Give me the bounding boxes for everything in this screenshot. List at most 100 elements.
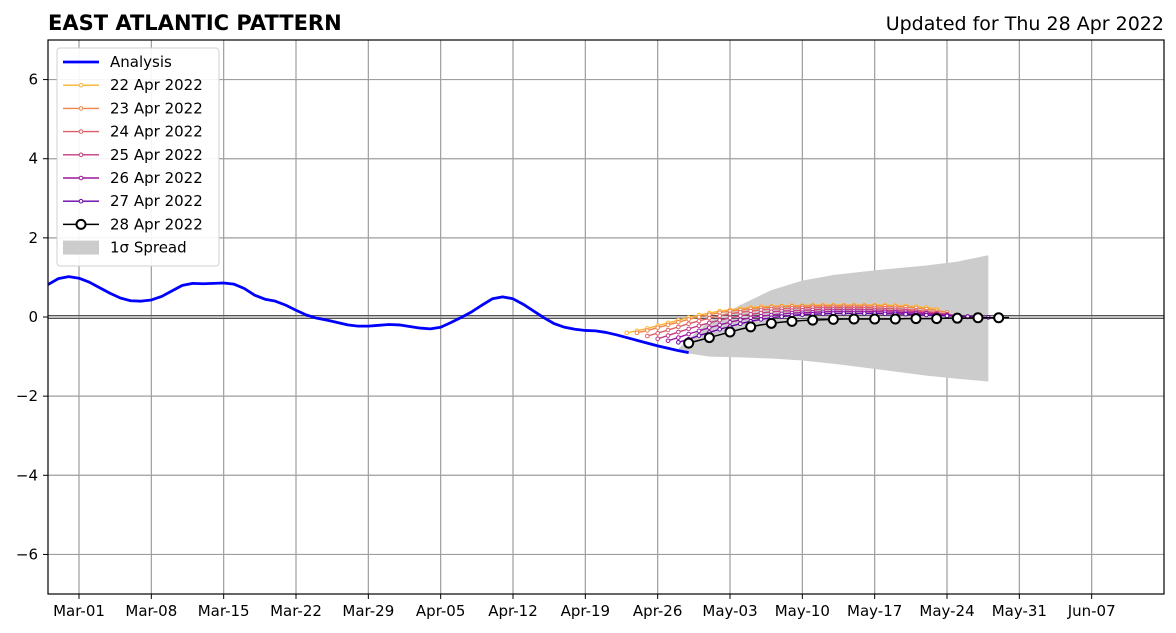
forecast-point [727, 319, 733, 325]
current-forecast-point [931, 313, 943, 325]
forecast-point [655, 325, 660, 330]
forecast-point [696, 318, 702, 324]
forecast-point [944, 313, 950, 319]
x-tick-label: Mar-15 [198, 602, 250, 620]
forecast-point [748, 311, 753, 317]
forecast-point [727, 315, 733, 321]
current-forecast-point [807, 314, 819, 326]
current-forecast-point [703, 332, 715, 344]
x-tick-label: Mar-08 [125, 602, 177, 620]
legend-marker [78, 198, 84, 204]
forecast-point [676, 340, 681, 345]
forecast-point [717, 326, 722, 332]
x-tick-label: Apr-12 [488, 602, 538, 620]
forecast-point [665, 327, 671, 333]
current-forecast-point [683, 337, 695, 349]
forecast-point [696, 333, 702, 338]
forecast-point [686, 321, 691, 327]
y-tick-label: −4 [16, 466, 38, 484]
legend-marker [78, 175, 84, 181]
x-tick-label: Mar-22 [270, 602, 322, 620]
x-tick-label: May-03 [702, 602, 757, 620]
forecast-point [862, 311, 867, 316]
x-tick-label: Apr-26 [633, 602, 683, 620]
x-tick-label: Mar-29 [342, 602, 394, 620]
y-tick-label: −2 [16, 387, 38, 405]
series-lines [47, 275, 1010, 354]
x-tick-label: May-31 [992, 602, 1047, 620]
current-forecast-point [910, 313, 922, 325]
legend-marker [75, 218, 87, 230]
legend-marker [78, 129, 84, 134]
forecast-point [841, 311, 846, 316]
forecast-point [665, 333, 671, 338]
legend-label: 1σ Spread [110, 239, 187, 257]
forecast-point [738, 321, 743, 327]
legend-label: Analysis [110, 53, 172, 71]
legend-label: 23 Apr 2022 [110, 99, 203, 117]
x-tick-label: May-10 [775, 602, 830, 620]
forecast-point [738, 317, 743, 323]
legend-label: 24 Apr 2022 [110, 123, 203, 141]
forecast-point [738, 309, 743, 315]
forecast-point [676, 324, 681, 330]
current-forecast-point [869, 313, 881, 325]
forecast-point [665, 322, 671, 328]
legend-handle [63, 240, 99, 255]
forecast-point [665, 338, 671, 344]
forecast-point [903, 311, 908, 317]
forecast-point [717, 317, 722, 323]
forecast-point [727, 311, 733, 317]
forecast-point [645, 328, 650, 333]
current-forecast-point [786, 315, 798, 327]
current-forecast-point [972, 312, 984, 324]
current-forecast-point [724, 326, 736, 338]
forecast-point [717, 313, 722, 319]
forecast-point [820, 311, 826, 317]
current-forecast-point [951, 312, 963, 324]
current-forecast-point [889, 313, 901, 325]
x-tick-label: May-24 [919, 602, 974, 620]
current-forecast-point [765, 317, 777, 329]
plot-frame [47, 39, 1165, 595]
forecast-point [634, 330, 640, 336]
x-tick-label: May-17 [847, 602, 902, 620]
legend-label: 28 Apr 2022 [110, 215, 203, 233]
current-forecast-point [745, 321, 757, 333]
current-forecast-point [993, 312, 1005, 324]
forecast-point [655, 336, 660, 342]
forecast-point [676, 329, 681, 335]
forecast-point [686, 331, 691, 337]
legend: Analysis 22 Apr 2022 23 Apr 2022 24 Apr 202… [56, 47, 220, 267]
x-tick-label: Apr-05 [416, 602, 466, 620]
legend-label: 22 Apr 2022 [110, 76, 203, 94]
forecast-point [676, 335, 681, 340]
forecast-point [738, 313, 743, 319]
y-tick-label: 4 [28, 150, 38, 168]
legend-box [56, 47, 220, 267]
forecast-point [676, 319, 681, 325]
current-forecast-point [827, 313, 839, 325]
axes: Mar-01 Mar-08 Mar-15 Mar-22 Mar-29 Apr-05 Apr-… [16, 39, 1165, 620]
forecast-point [696, 323, 702, 329]
current-forecast-point [848, 313, 860, 325]
forecast-point [696, 328, 702, 334]
forecast-point [645, 333, 650, 339]
forecast-point [624, 330, 629, 336]
forecast-point [686, 317, 691, 322]
chart-subtitle: Updated for Thu 28 Apr 2022 [886, 13, 1164, 35]
forecast-point [779, 314, 784, 319]
forecast-point [800, 312, 805, 317]
y-tick-label: 0 [28, 308, 38, 326]
legend-label: 25 Apr 2022 [110, 146, 203, 164]
chart-title: EAST ATLANTIC PATTERN [48, 11, 342, 35]
forecast-point [924, 312, 929, 318]
forecast-point [748, 315, 753, 321]
analysis-line [47, 275, 689, 354]
legend-marker [78, 82, 84, 88]
forecast-point [758, 317, 764, 322]
forecast-point [696, 314, 702, 320]
forecast-point [707, 325, 712, 330]
forecast-point [717, 322, 722, 328]
